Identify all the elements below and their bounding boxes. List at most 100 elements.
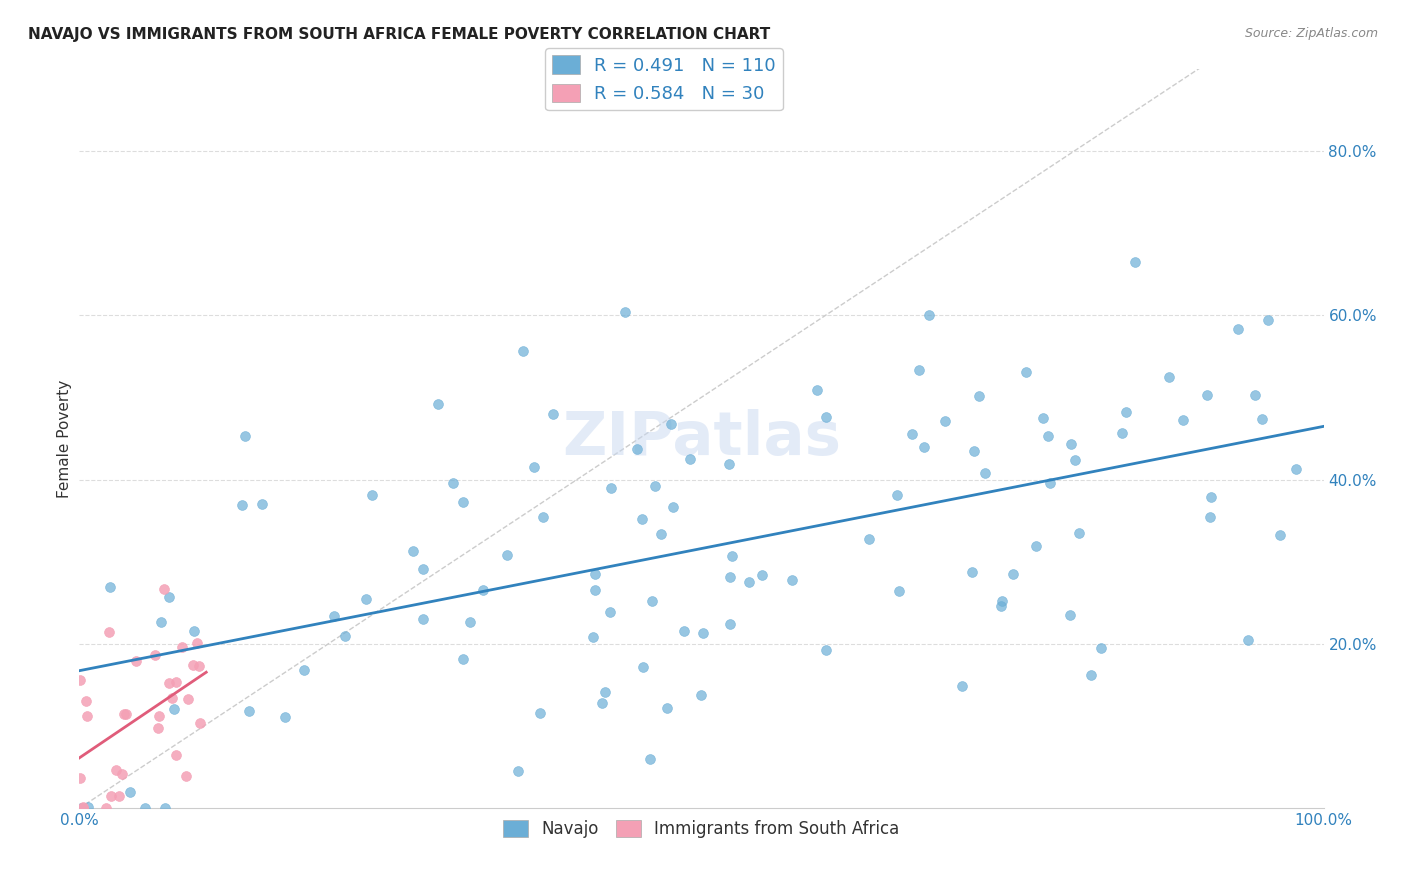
Point [186,636,208,650]
Point [163,702,186,716]
Point [523,460,546,475]
Point [69,673,91,688]
Point [70,801,93,815]
Point [508,764,530,778]
Point [441,476,464,491]
Point [292,663,315,677]
Point [233,429,256,443]
Point [1157,369,1180,384]
Point [453,495,475,509]
Point [631,660,654,674]
Point [155,801,177,815]
Point [814,409,837,424]
Point [105,763,128,777]
Point [412,562,434,576]
Point [1090,641,1112,656]
Point [323,608,346,623]
Point [662,500,685,514]
Point [886,488,908,502]
Point [672,624,695,638]
Point [751,568,773,582]
Point [960,565,983,579]
Point [583,582,606,597]
Point [1064,452,1087,467]
Point [165,674,187,689]
Point [1001,567,1024,582]
Point [1032,410,1054,425]
Point [177,692,200,706]
Point [112,707,135,722]
Point [118,785,141,799]
Point [1059,436,1081,450]
Point [98,581,121,595]
Point [600,482,623,496]
Point [630,512,652,526]
Point [718,457,741,471]
Point [165,747,187,762]
Point [114,706,136,721]
Text: Source: ZipAtlas.com: Source: ZipAtlas.com [1244,27,1378,40]
Point [97,624,120,639]
Point [183,657,205,672]
Point [1059,608,1081,623]
Point [655,700,678,714]
Point [108,789,131,804]
Point [152,582,174,596]
Point [531,509,554,524]
Point [1115,405,1137,419]
Point [174,769,197,783]
Point [720,570,742,584]
Point [426,397,449,411]
Text: NAVAJO VS IMMIGRANTS FROM SOUTH AFRICA FEMALE POVERTY CORRELATION CHART: NAVAJO VS IMMIGRANTS FROM SOUTH AFRICA F… [28,27,770,42]
Point [1014,365,1036,379]
Point [238,704,260,718]
Point [1173,413,1195,427]
Point [1285,461,1308,475]
Point [908,362,931,376]
Point [77,800,100,814]
Point [124,654,146,668]
Point [183,624,205,639]
Point [720,549,742,563]
Point [453,651,475,665]
Point [900,426,922,441]
Point [1025,539,1047,553]
Point [582,630,605,644]
Point [412,612,434,626]
Point [1244,388,1267,402]
Point [969,389,991,403]
Point [1199,490,1222,504]
Point [495,548,517,562]
Point [1226,322,1249,336]
Point [512,344,534,359]
Point [780,573,803,587]
Point [963,443,986,458]
Point [950,679,973,693]
Point [815,643,838,657]
Point [148,709,170,723]
Point [458,615,481,629]
Point [644,479,666,493]
Point [679,451,702,466]
Point [402,544,425,558]
Point [72,800,94,814]
Point [887,584,910,599]
Point [157,591,180,605]
Point [541,407,564,421]
Text: ZIPatlas: ZIPatlas [562,409,841,468]
Point [991,593,1014,607]
Point [599,606,621,620]
Point [1080,667,1102,681]
Point [72,801,94,815]
Point [650,526,672,541]
Point [100,789,122,803]
Point [806,383,828,397]
Point [143,648,166,662]
Point [333,629,356,643]
Point [1197,388,1219,402]
Point [912,441,935,455]
Point [1123,254,1146,268]
Point [170,640,193,654]
Point [529,706,551,721]
Point [252,497,274,511]
